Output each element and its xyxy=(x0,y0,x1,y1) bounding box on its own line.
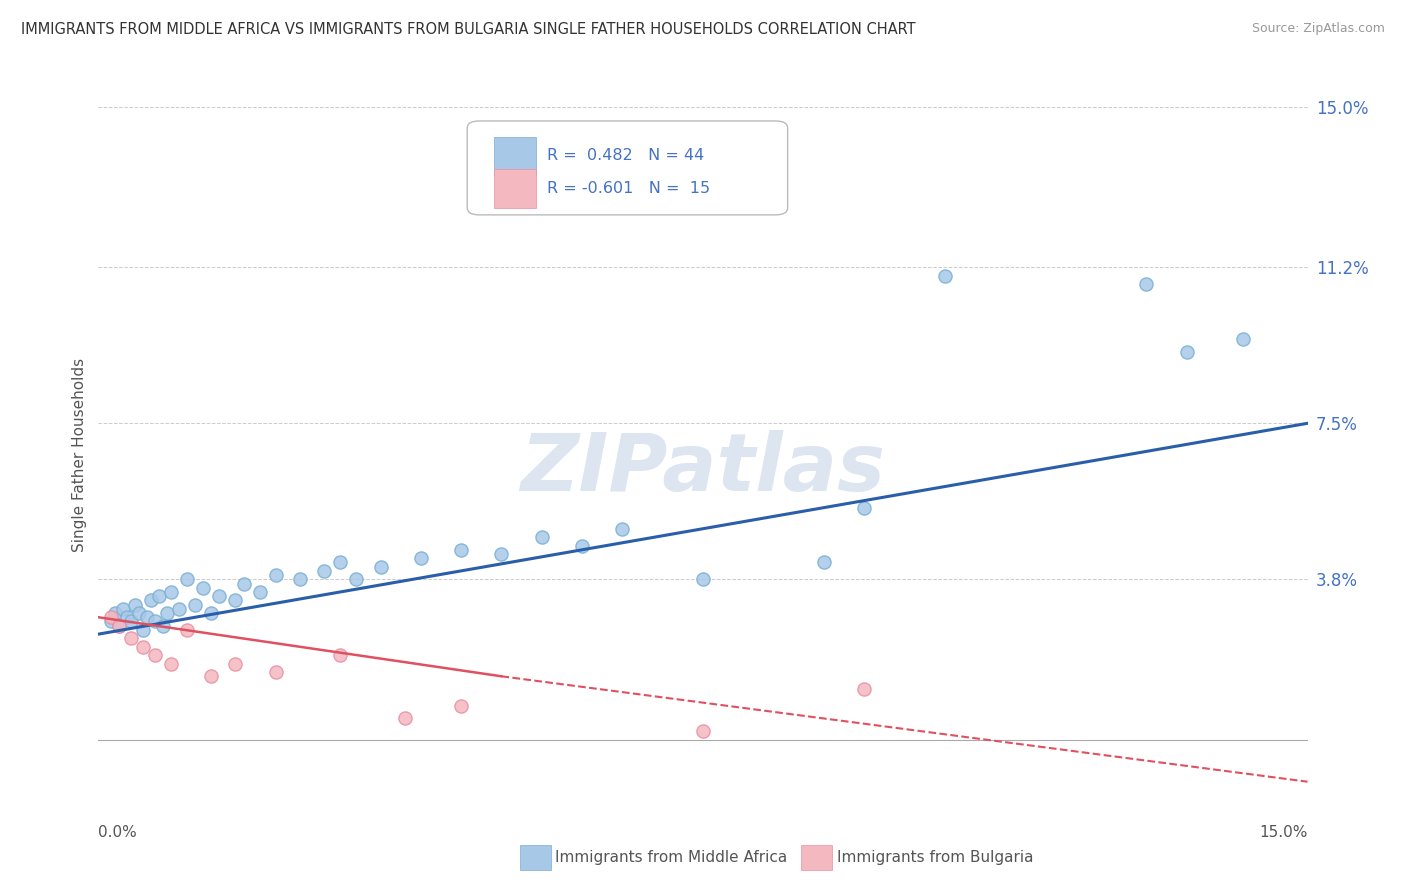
Point xyxy=(120,632,142,646)
Point xyxy=(111,602,134,616)
Text: R = -0.601   N =  15: R = -0.601 N = 15 xyxy=(547,181,710,196)
Point xyxy=(329,556,352,570)
Bar xyxy=(494,169,536,208)
Text: 15.0%: 15.0% xyxy=(1260,825,1308,840)
Point xyxy=(692,572,714,586)
Text: Source: ZipAtlas.com: Source: ZipAtlas.com xyxy=(1251,22,1385,36)
Point xyxy=(135,610,157,624)
Point xyxy=(232,576,254,591)
Point xyxy=(1232,332,1254,346)
Point xyxy=(450,698,472,713)
Point xyxy=(288,572,311,586)
Point xyxy=(1175,344,1198,359)
Point xyxy=(370,559,392,574)
Point xyxy=(184,598,207,612)
Point xyxy=(176,572,198,586)
Point xyxy=(329,648,352,663)
Point xyxy=(107,618,129,632)
Point xyxy=(152,618,174,632)
Point xyxy=(176,623,198,637)
Point xyxy=(167,602,190,616)
Point xyxy=(148,589,170,603)
Point xyxy=(450,542,472,557)
Point xyxy=(100,610,122,624)
Point xyxy=(128,606,150,620)
Point xyxy=(143,648,166,663)
Bar xyxy=(494,136,536,175)
Point xyxy=(409,551,432,566)
Point xyxy=(692,724,714,739)
Point xyxy=(160,657,183,671)
Text: IMMIGRANTS FROM MIDDLE AFRICA VS IMMIGRANTS FROM BULGARIA SINGLE FATHER HOUSEHOL: IMMIGRANTS FROM MIDDLE AFRICA VS IMMIGRA… xyxy=(21,22,915,37)
Point xyxy=(103,606,125,620)
Point xyxy=(853,500,876,515)
Point xyxy=(193,581,215,595)
Point xyxy=(571,539,593,553)
Text: ZIPatlas: ZIPatlas xyxy=(520,430,886,508)
Point xyxy=(160,585,183,599)
Point xyxy=(264,665,287,679)
Point xyxy=(100,615,122,629)
Point xyxy=(132,623,155,637)
Point xyxy=(115,610,138,624)
Point xyxy=(394,711,416,725)
Text: Immigrants from Bulgaria: Immigrants from Bulgaria xyxy=(837,850,1033,864)
Point xyxy=(139,593,162,607)
Point xyxy=(200,606,222,620)
Point xyxy=(530,530,553,544)
Point xyxy=(124,598,146,612)
Point xyxy=(813,556,835,570)
Text: R =  0.482   N = 44: R = 0.482 N = 44 xyxy=(547,148,704,163)
Point xyxy=(120,615,142,629)
Point xyxy=(224,657,246,671)
FancyBboxPatch shape xyxy=(467,121,787,215)
Point xyxy=(156,606,179,620)
Point xyxy=(132,640,155,654)
Point xyxy=(208,589,231,603)
Point xyxy=(107,618,129,632)
Point xyxy=(200,669,222,683)
Point xyxy=(249,585,271,599)
Point xyxy=(612,522,634,536)
Point xyxy=(314,564,336,578)
Text: Immigrants from Middle Africa: Immigrants from Middle Africa xyxy=(555,850,787,864)
Point xyxy=(264,568,287,582)
Point xyxy=(934,268,956,283)
Point xyxy=(344,572,367,586)
Point xyxy=(224,593,246,607)
Point xyxy=(491,547,513,561)
Point xyxy=(853,681,876,696)
Text: 0.0%: 0.0% xyxy=(98,825,138,840)
Point xyxy=(1135,277,1157,292)
Y-axis label: Single Father Households: Single Father Households xyxy=(72,358,87,552)
Point xyxy=(143,615,166,629)
